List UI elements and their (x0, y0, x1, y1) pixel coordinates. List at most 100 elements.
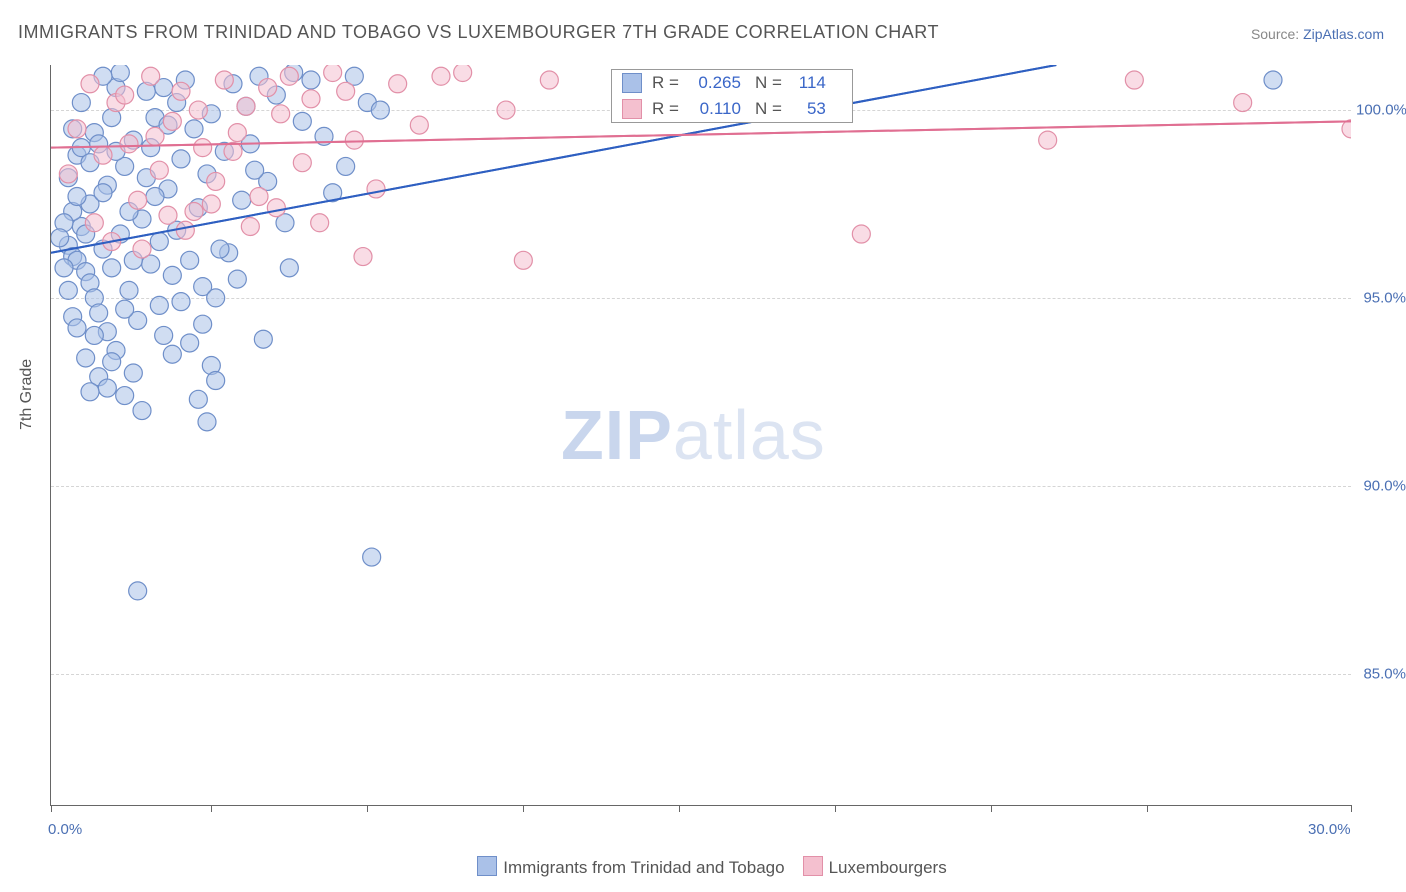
data-point (116, 387, 134, 405)
data-point (432, 67, 450, 85)
data-point (345, 131, 363, 149)
x-tick (679, 805, 680, 812)
stat-r-label: R = (652, 73, 679, 93)
data-point (237, 97, 255, 115)
data-point (311, 214, 329, 232)
data-point (185, 202, 203, 220)
x-tick (835, 805, 836, 812)
data-point (194, 315, 212, 333)
data-point (514, 251, 532, 269)
data-point (116, 300, 134, 318)
data-point (172, 150, 190, 168)
data-point (293, 154, 311, 172)
y-tick-label: 100.0% (1356, 102, 1406, 119)
x-tick (51, 805, 52, 812)
data-point (142, 67, 160, 85)
data-point (215, 71, 233, 89)
data-point (68, 319, 86, 337)
data-point (85, 214, 103, 232)
data-point (150, 296, 168, 314)
legend-swatch (622, 73, 642, 93)
stats-row: R =0.110N =53 (612, 96, 852, 122)
data-point (189, 101, 207, 119)
data-point (389, 75, 407, 93)
legend-swatch (477, 856, 497, 876)
data-point (207, 372, 225, 390)
scatter-svg (51, 65, 1351, 805)
source-attribution: Source: ZipAtlas.com (1251, 26, 1384, 42)
source-link[interactable]: ZipAtlas.com (1303, 26, 1384, 42)
x-tick (991, 805, 992, 812)
y-axis-label: 7th Grade (18, 359, 36, 430)
x-tick (523, 805, 524, 812)
data-point (133, 402, 151, 420)
y-tick-label: 85.0% (1356, 665, 1406, 682)
data-point (211, 240, 229, 258)
data-point (163, 112, 181, 130)
stats-row: R =0.265N =114 (612, 70, 852, 96)
data-point (1125, 71, 1143, 89)
stat-r-label: R = (652, 99, 679, 119)
data-point (337, 82, 355, 100)
data-point (224, 142, 242, 160)
data-point (454, 65, 472, 82)
data-point (120, 281, 138, 299)
data-point (94, 184, 112, 202)
data-point (280, 67, 298, 85)
data-point (103, 353, 121, 371)
data-point (155, 326, 173, 344)
plot-area: ZIPatlas 85.0%90.0%95.0%100.0%R =0.265N … (50, 65, 1351, 806)
data-point (367, 180, 385, 198)
data-point (293, 112, 311, 130)
stat-r-value: 0.110 (685, 99, 741, 119)
data-point (81, 383, 99, 401)
legend-label: Immigrants from Trinidad and Tobago (503, 858, 784, 877)
trend-line (51, 65, 1056, 253)
data-point (77, 349, 95, 367)
legend-swatch (803, 856, 823, 876)
data-point (146, 187, 164, 205)
data-point (1234, 94, 1252, 112)
data-point (163, 345, 181, 363)
data-point (59, 165, 77, 183)
data-point (198, 413, 216, 431)
data-point (233, 191, 251, 209)
data-point (129, 582, 147, 600)
data-point (181, 251, 199, 269)
data-point (98, 379, 116, 397)
x-tick (1351, 805, 1352, 812)
data-point (124, 364, 142, 382)
data-point (103, 259, 121, 277)
data-point (259, 79, 277, 97)
data-point (72, 94, 90, 112)
data-point (363, 548, 381, 566)
data-point (250, 187, 268, 205)
data-point (94, 146, 112, 164)
legend-bottom: Immigrants from Trinidad and TobagoLuxem… (0, 856, 1406, 878)
data-point (354, 248, 372, 266)
data-point (324, 65, 342, 82)
data-point (68, 187, 86, 205)
chart-title: IMMIGRANTS FROM TRINIDAD AND TOBAGO VS L… (18, 22, 939, 43)
data-point (189, 390, 207, 408)
data-point (81, 75, 99, 93)
x-tick (367, 805, 368, 812)
stat-n-label: N = (755, 99, 782, 119)
data-point (540, 71, 558, 89)
data-point (172, 293, 190, 311)
data-point (172, 82, 190, 100)
data-point (202, 195, 220, 213)
data-point (90, 304, 108, 322)
data-point (176, 221, 194, 239)
data-point (181, 334, 199, 352)
data-point (111, 65, 129, 82)
data-point (1342, 120, 1351, 138)
data-point (85, 326, 103, 344)
data-point (371, 101, 389, 119)
data-point (267, 199, 285, 217)
x-tick-label-start: 0.0% (48, 821, 82, 838)
data-point (246, 161, 264, 179)
x-tick (1147, 805, 1148, 812)
stat-n-value: 114 (788, 73, 826, 93)
data-point (1039, 131, 1057, 149)
